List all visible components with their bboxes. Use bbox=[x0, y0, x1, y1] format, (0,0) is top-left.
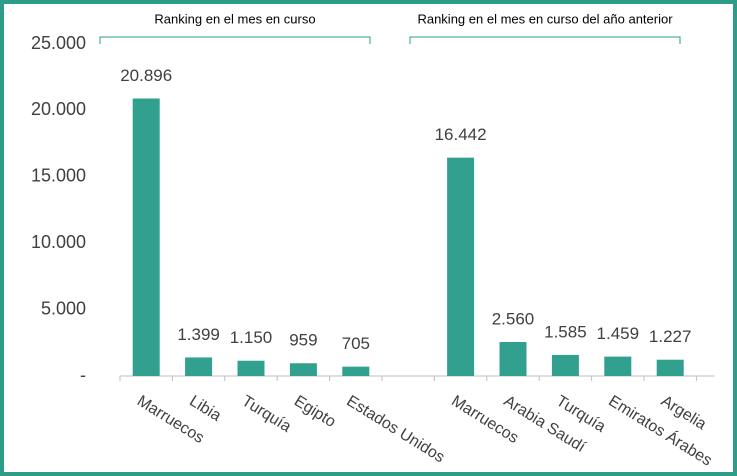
bar bbox=[551, 354, 579, 376]
bar bbox=[447, 157, 475, 376]
y-tick-label: 10.000 bbox=[31, 232, 86, 252]
annotation: Ranking en el mes en curso bbox=[154, 11, 315, 26]
y-tick-label: - bbox=[80, 365, 86, 385]
bracket bbox=[99, 36, 371, 44]
y-tick-label: 15.000 bbox=[31, 166, 86, 186]
bar bbox=[132, 98, 160, 376]
y-tick-label: 20.000 bbox=[31, 99, 86, 119]
value-label: 1.227 bbox=[649, 327, 692, 346]
value-label: 16.442 bbox=[435, 125, 487, 144]
value-label: 1.399 bbox=[177, 325, 220, 344]
bar bbox=[289, 363, 317, 376]
y-tick-label: 5.000 bbox=[41, 298, 86, 318]
value-label: 1.459 bbox=[597, 324, 640, 343]
bar bbox=[237, 360, 265, 376]
value-label: 1.150 bbox=[230, 328, 273, 347]
value-label: 20.896 bbox=[120, 66, 172, 85]
value-label: 705 bbox=[342, 334, 370, 353]
value-label: 959 bbox=[289, 331, 317, 350]
bracket bbox=[409, 36, 681, 44]
bar bbox=[185, 357, 213, 376]
bar bbox=[656, 359, 684, 376]
value-label: 1.585 bbox=[544, 322, 587, 341]
y-tick-label: 25.000 bbox=[31, 33, 86, 53]
value-label: 2.560 bbox=[492, 309, 535, 328]
bar bbox=[342, 366, 370, 376]
annotation: Ranking en el mes en curso del año anter… bbox=[417, 11, 673, 26]
bar bbox=[604, 356, 632, 376]
bar bbox=[499, 342, 527, 376]
